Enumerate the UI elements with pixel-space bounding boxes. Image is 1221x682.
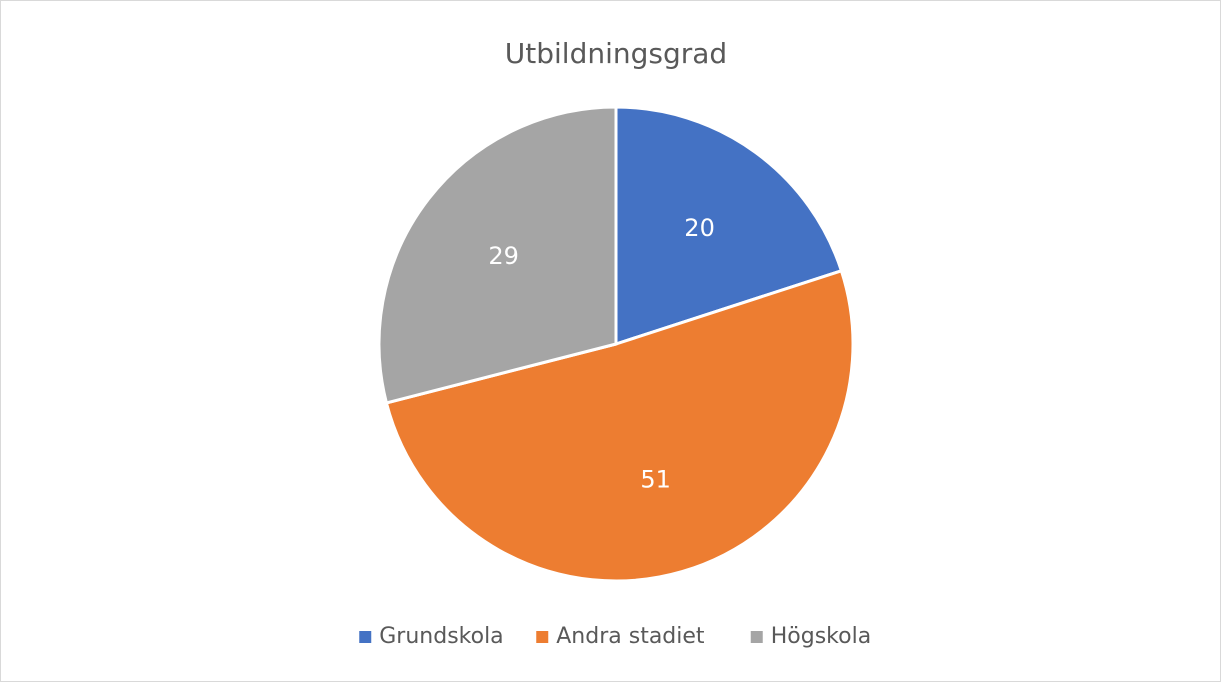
legend-label: Andra stadiet (556, 624, 705, 649)
legend-label: Grundskola (379, 624, 503, 649)
pie-slice (377, 105, 618, 405)
legend-label: Högskola (771, 624, 871, 649)
pie-slice (384, 268, 855, 583)
pie-slice (614, 105, 844, 347)
data-label: 51 (640, 466, 671, 494)
legend-swatch (536, 631, 549, 643)
data-label: 29 (488, 242, 519, 270)
legend-swatch (750, 631, 763, 643)
legend-swatch (359, 631, 372, 643)
chart-title: Utbildningsgrad (505, 37, 727, 70)
data-label: 20 (684, 214, 715, 242)
